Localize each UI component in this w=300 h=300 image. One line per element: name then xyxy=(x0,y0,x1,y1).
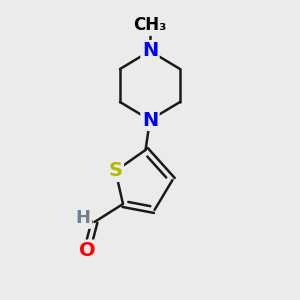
Text: H: H xyxy=(76,209,91,227)
Text: CH₃: CH₃ xyxy=(133,16,167,34)
Text: O: O xyxy=(79,241,95,260)
Text: N: N xyxy=(142,110,158,130)
Text: N: N xyxy=(142,41,158,61)
Text: S: S xyxy=(109,161,122,181)
